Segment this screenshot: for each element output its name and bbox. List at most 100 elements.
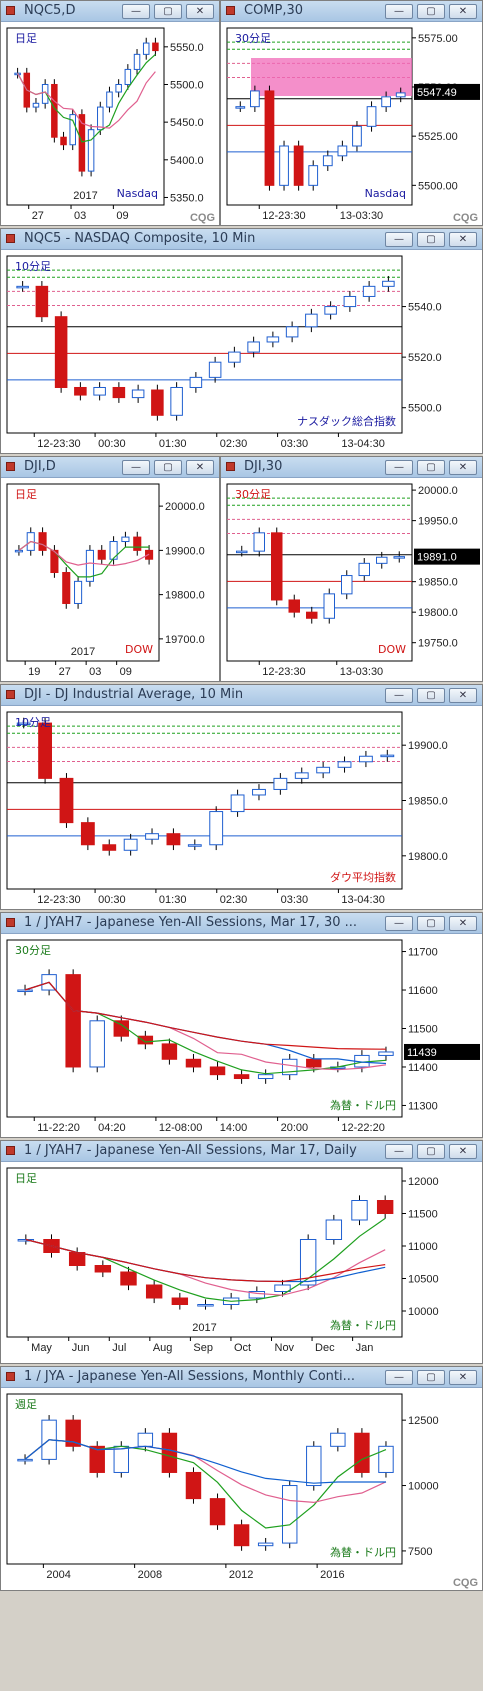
restore-icon[interactable]: ▢: [417, 688, 445, 703]
chart-icon: [226, 462, 235, 471]
chart-window[interactable]: DJI,D — ▢ ✕ 20000.0 19900.0 19800.0 19700.0 19 27…: [0, 456, 220, 682]
chart-plot[interactable]: 5550.0 5500.0 5450.0 5400.0 5350.0 27 03 09 日足 Na…: [1, 22, 219, 225]
candle-body: [209, 811, 224, 846]
minimize-icon[interactable]: —: [385, 1144, 413, 1159]
chart-plot[interactable]: 19900.0 19850.0 19800.0 12-23:30 00:30 01:30 0…: [1, 706, 482, 909]
candle-body: [187, 844, 202, 847]
title-bar[interactable]: 1 / JYAH7 - Japanese Yen-All Sessions, M…: [1, 1141, 482, 1162]
close-icon[interactable]: ✕: [449, 688, 477, 703]
y-tick-label: 10000: [408, 1306, 439, 1318]
close-icon[interactable]: ✕: [186, 4, 214, 19]
candle-body: [306, 1058, 322, 1068]
close-icon[interactable]: ✕: [449, 232, 477, 247]
title-bar[interactable]: 1 / JYA - Japanese Yen-All Sessions, Mon…: [1, 1367, 482, 1388]
x-tick-label: 13-03:30: [340, 210, 383, 222]
x-tick-label: 04:20: [98, 1122, 126, 1134]
candle-body: [378, 1051, 394, 1056]
candle-body: [32, 102, 40, 108]
candle-body: [185, 1058, 202, 1068]
restore-icon[interactable]: ▢: [417, 4, 445, 19]
minimize-icon[interactable]: —: [122, 4, 150, 19]
candle-body: [264, 90, 275, 186]
title-bar[interactable]: DJI - DJ Industrial Average, 10 Min — ▢ ✕: [1, 685, 482, 706]
restore-icon[interactable]: ▢: [417, 1370, 445, 1385]
y-tick-label: 19900.0: [165, 545, 205, 557]
minimize-icon[interactable]: —: [385, 916, 413, 931]
minimize-icon[interactable]: —: [122, 460, 150, 475]
restore-icon[interactable]: ▢: [417, 460, 445, 475]
chart-window[interactable]: 1 / JYAH7 - Japanese Yen-All Sessions, M…: [0, 1140, 483, 1364]
chart-window[interactable]: 1 / JYAH7 - Japanese Yen-All Sessions, M…: [0, 912, 483, 1138]
candle-body: [337, 145, 348, 157]
candle-body: [299, 1239, 317, 1286]
minimize-icon[interactable]: —: [385, 460, 413, 475]
footer-label: Nasdaq: [365, 187, 406, 200]
x-tick-label: 12-22:20: [341, 1122, 384, 1134]
candle-body: [137, 1035, 154, 1045]
candle-body: [171, 1297, 189, 1305]
chart-window[interactable]: COMP,30—▢✕5575.005550.005525.005500.0012…: [220, 0, 483, 226]
year-label: 2017: [73, 190, 97, 202]
window-title: DJI,D: [24, 459, 56, 474]
minimize-icon[interactable]: —: [385, 232, 413, 247]
restore-icon[interactable]: ▢: [417, 916, 445, 931]
close-icon[interactable]: ✕: [186, 460, 214, 475]
minimize-icon[interactable]: —: [385, 4, 413, 19]
chart-plot[interactable]: 5540.0 5520.0 5500.0 12-23:30 00:30 01:30 02:3…: [1, 250, 482, 453]
window-title: 1 / JYAH7 - Japanese Yen-All Sessions, M…: [24, 915, 358, 930]
chart-window[interactable]: 1 / JYA - Japanese Yen-All Sessions, Mon…: [0, 1366, 483, 1591]
chart-plot[interactable]: 5575.005550.005525.005500.0012-23:3013-0…: [221, 22, 482, 225]
title-bar[interactable]: DJI,30 — ▢ ✕: [221, 457, 482, 478]
title-bar[interactable]: DJI,D — ▢ ✕: [1, 457, 219, 478]
chart-window[interactable]: NQC5,D — ▢ ✕ 5550.0 5500.0 5450.0 5400.0 5350.0 2…: [0, 0, 220, 226]
period-label: 週足: [15, 1398, 37, 1411]
chart-plot[interactable]: 20000.0 19950.0 19850.0 19800.0 19750.0 12-23…: [221, 478, 482, 681]
close-icon[interactable]: ✕: [449, 1370, 477, 1385]
candle-body: [279, 145, 289, 186]
restore-icon[interactable]: ▢: [417, 1144, 445, 1159]
chart-plot[interactable]: 12000 11500 11000 10500 10000 May Jun Jul Aug Sep…: [1, 1162, 482, 1363]
candle-body: [381, 96, 391, 108]
minimize-icon[interactable]: —: [385, 688, 413, 703]
restore-icon[interactable]: ▢: [154, 460, 182, 475]
candle-body: [38, 532, 47, 551]
candle-body: [197, 1304, 214, 1307]
title-bar[interactable]: NQC5 - NASDAQ Composite, 10 Min — ▢ ✕: [1, 229, 482, 250]
chart-window[interactable]: DJI - DJ Industrial Average, 10 Min — ▢ ✕ 19…: [0, 684, 483, 910]
candle-body: [362, 285, 376, 297]
title-bar[interactable]: COMP,30 — ▢ ✕: [221, 1, 482, 22]
candle-body: [305, 313, 318, 328]
candle-body: [274, 1284, 291, 1292]
restore-icon[interactable]: ▢: [417, 232, 445, 247]
candle-body: [293, 145, 304, 186]
candle-body: [137, 1432, 154, 1447]
y-tick-label: 19700.0: [165, 634, 205, 646]
y-tick-label: 19900.0: [408, 740, 448, 752]
candle-body: [351, 1200, 368, 1221]
candle-body: [185, 1471, 202, 1500]
candle-body: [330, 1432, 346, 1447]
close-icon[interactable]: ✕: [449, 1144, 477, 1159]
chart-window[interactable]: NQC5 - NASDAQ Composite, 10 Min — ▢ ✕ 5540.0…: [0, 228, 483, 454]
restore-icon[interactable]: ▢: [154, 4, 182, 19]
close-icon[interactable]: ✕: [449, 916, 477, 931]
minimize-icon[interactable]: —: [385, 1370, 413, 1385]
candle-body: [230, 794, 245, 813]
chart-plot[interactable]: 11700 11600 11500 11400 11300 11-22:20 04:20 12…: [1, 934, 482, 1137]
close-icon[interactable]: ✕: [449, 4, 477, 19]
footer-label: Nasdaq: [117, 187, 158, 200]
close-icon[interactable]: ✕: [449, 460, 477, 475]
price-badge: [404, 1043, 480, 1060]
footer-label: ダウ平均指数: [330, 870, 396, 884]
price-badge: [414, 548, 480, 565]
candle-body: [378, 1445, 394, 1473]
chart-plot[interactable]: 20000.0 19900.0 19800.0 19700.0 19 27 03 09 日足 DO…: [1, 478, 219, 681]
title-bar[interactable]: NQC5,D — ▢ ✕: [1, 1, 219, 22]
x-tick-label: 11-22:20: [37, 1122, 80, 1134]
chart-window[interactable]: DJI,30 — ▢ ✕ 20000.0 19950.0 19850.0 19800.0 197…: [220, 456, 483, 682]
candle-body: [54, 316, 68, 388]
title-bar[interactable]: 1 / JYAH7 - Japanese Yen-All Sessions, M…: [1, 913, 482, 934]
candle-body: [271, 532, 283, 601]
candle-body: [14, 549, 23, 553]
